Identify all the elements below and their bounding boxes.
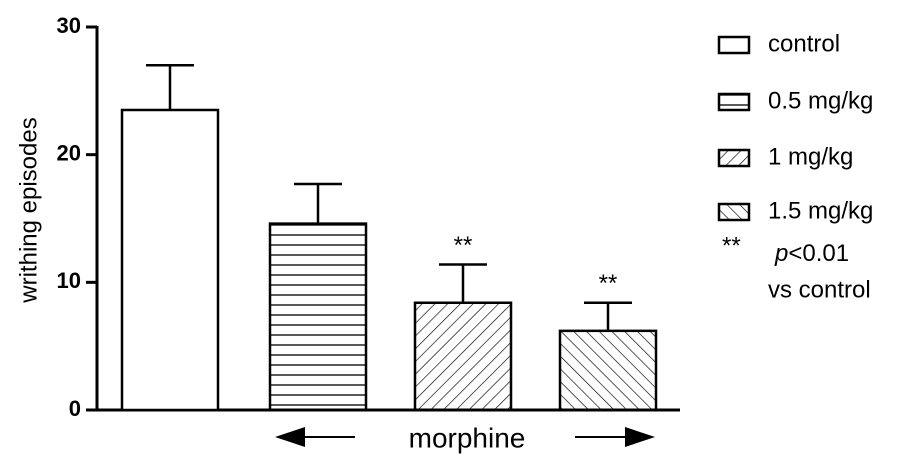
legend-swatch [717, 148, 751, 168]
legend-swatch [717, 202, 751, 222]
note-symbol: p [774, 240, 788, 267]
note: p<0.01 [774, 240, 849, 267]
bar [558, 329, 658, 412]
note-marker: ** [722, 232, 741, 259]
y-axis-label: writhing episodes [15, 117, 42, 303]
y-tick-label: 20 [57, 140, 81, 165]
legend-swatch [717, 92, 751, 112]
y-tick-label: 0 [69, 396, 81, 421]
y-tick-label: 10 [57, 268, 81, 293]
bar [120, 108, 220, 412]
bar [413, 301, 513, 412]
bar-annotation: ** [454, 232, 473, 259]
bar [268, 222, 368, 412]
legend-swatch [717, 35, 751, 55]
x-axis-label: morphine [409, 422, 526, 453]
legend-label: 1.5 mg/kg [768, 197, 873, 224]
arrows [275, 427, 655, 447]
legend-label: 0.5 mg/kg [768, 87, 873, 114]
note-text: <0.01 [788, 240, 849, 267]
legend-label: 1 mg/kg [768, 143, 853, 170]
legend-label: control [768, 30, 840, 57]
note-line2: vs control [768, 276, 871, 303]
bar-annotation: ** [599, 270, 618, 297]
y-tick-label: 30 [57, 13, 81, 38]
